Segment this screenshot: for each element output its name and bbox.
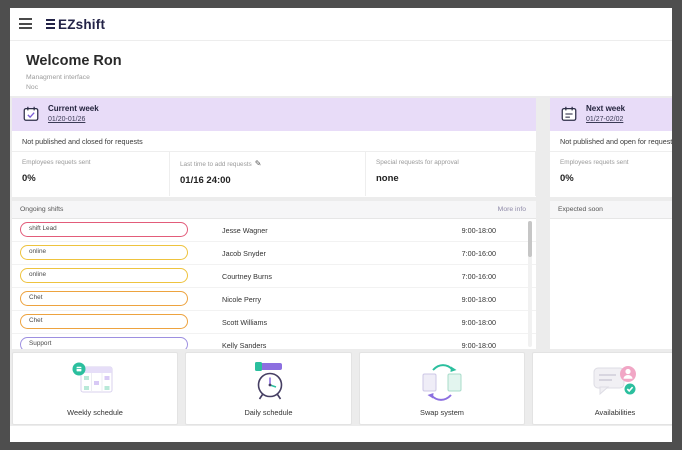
current-week-stats: Employees requets sent 0% Last time to a…: [12, 152, 536, 196]
expected-soon-header: Expected soon: [550, 201, 672, 219]
availabilities-card[interactable]: Availabilities: [532, 352, 672, 425]
stat-special-requests: Special requests for approval none: [366, 152, 536, 196]
ongoing-shifts-panel: Ongoing shifts More info shift Lead Jess…: [12, 201, 536, 349]
employee-name: Nicole Perry: [222, 295, 262, 304]
page-title: Welcome Ron: [26, 53, 122, 69]
daily-schedule-card[interactable]: Daily schedule: [185, 352, 352, 425]
weekly-schedule-illustration: [72, 362, 113, 393]
shift-row: Support Kelly Sanders 9:00-18:00: [12, 334, 536, 349]
employee-name: Jesse Wagner: [222, 226, 268, 235]
next-week-title: Next week: [586, 104, 626, 113]
next-week-stats: Employees requets sent 0%: [550, 152, 672, 196]
shift-time: 7:00-16:00: [461, 249, 496, 258]
current-week-date-link[interactable]: 01/20-01/26: [48, 115, 86, 123]
daily-schedule-illustration: [254, 362, 282, 400]
bottom-strip: [10, 426, 672, 442]
employee-name: Kelly Sanders: [222, 341, 267, 349]
top-bar: EZshift: [10, 8, 672, 41]
calendar-icon: [23, 106, 39, 121]
next-week-date-link[interactable]: 01/27-02/02: [586, 115, 624, 123]
current-week-card: Current week 01/20-01/26 Not published a…: [12, 98, 536, 197]
stat-employees-requests: Employees requets sent 0%: [550, 152, 672, 196]
ongoing-shifts-header: Ongoing shifts More info: [12, 201, 536, 219]
role-badge[interactable]: Support: [20, 337, 188, 349]
app-window: EZshift Welcome Ron Managment interface …: [10, 8, 672, 442]
swap-system-label: Swap system: [420, 408, 464, 417]
next-week-header: Next week 01/27-02/02: [550, 98, 672, 131]
logo-text: EZshift: [58, 16, 106, 32]
role-badge[interactable]: online: [20, 245, 188, 260]
next-week-card: Next week 01/27-02/02 Not published and …: [550, 98, 672, 197]
employee-name: Courtney Burns: [222, 272, 272, 281]
logo-bars-icon: [46, 17, 55, 30]
daily-schedule-label: Daily schedule: [244, 408, 293, 417]
list-scrollbar: [528, 221, 532, 347]
swap-system-illustration: [422, 364, 462, 401]
stat-employees-requests: Employees requets sent 0%: [12, 152, 170, 196]
weekly-schedule-label: Weekly schedule: [67, 408, 123, 417]
expected-soon-title: Expected soon: [558, 206, 603, 213]
scrollbar-thumb[interactable]: [528, 221, 532, 257]
calendar-icon: [561, 106, 577, 121]
shift-row: shift Lead Jesse Wagner 9:00-18:00: [12, 219, 536, 242]
swap-system-card[interactable]: Swap system: [359, 352, 525, 425]
availabilities-illustration: [593, 366, 636, 396]
current-week-title: Current week: [48, 104, 99, 113]
role-badge[interactable]: Chet: [20, 291, 188, 306]
shift-row: Chet Nicole Perry 9:00-18:00: [12, 288, 536, 311]
shift-time: 9:00-18:00: [461, 226, 496, 235]
shift-row: Chet Scott Williams 9:00-18:00: [12, 311, 536, 334]
app-logo[interactable]: EZshift: [46, 14, 105, 34]
current-week-status: Not published and closed for requests: [12, 131, 536, 152]
weekly-schedule-card[interactable]: Weekly schedule: [12, 352, 178, 425]
role-badge[interactable]: shift Lead: [20, 222, 188, 237]
role-badge[interactable]: online: [20, 268, 188, 283]
expected-soon-list: [550, 219, 672, 349]
dashboard: Current week 01/20-01/26 Not published a…: [10, 96, 672, 442]
menu-icon[interactable]: [19, 18, 35, 32]
availabilities-label: Availabilities: [594, 408, 636, 417]
current-week-header: Current week 01/20-01/26: [12, 98, 536, 131]
shift-time: 9:00-18:00: [461, 295, 496, 304]
shift-time: 9:00-18:00: [461, 341, 496, 349]
shift-time: 9:00-18:00: [461, 318, 496, 327]
shift-row: online Jacob Snyder 7:00-16:00: [12, 242, 536, 265]
more-info-link[interactable]: More info: [497, 206, 526, 213]
stat-last-time-to-add: Last time to add requests ✎ 01/16 24:00: [170, 152, 366, 196]
shift-time: 7:00-16:00: [461, 272, 496, 281]
role-badge[interactable]: Chet: [20, 314, 188, 329]
shift-row: online Courtney Burns 7:00-16:00: [12, 265, 536, 288]
expected-soon-panel: Expected soon: [550, 201, 672, 349]
welcome-org: Noc: [26, 84, 39, 91]
employee-name: Scott Williams: [222, 318, 268, 327]
ongoing-shifts-list: shift Lead Jesse Wagner 9:00-18:00 onlin…: [12, 219, 536, 349]
employee-name: Jacob Snyder: [222, 249, 266, 258]
welcome-subtitle: Managment interface: [26, 74, 90, 81]
edit-icon[interactable]: ✎: [254, 159, 262, 168]
next-week-status: Not published and open for requests: [550, 131, 672, 152]
ongoing-shifts-title: Ongoing shifts: [20, 206, 64, 213]
